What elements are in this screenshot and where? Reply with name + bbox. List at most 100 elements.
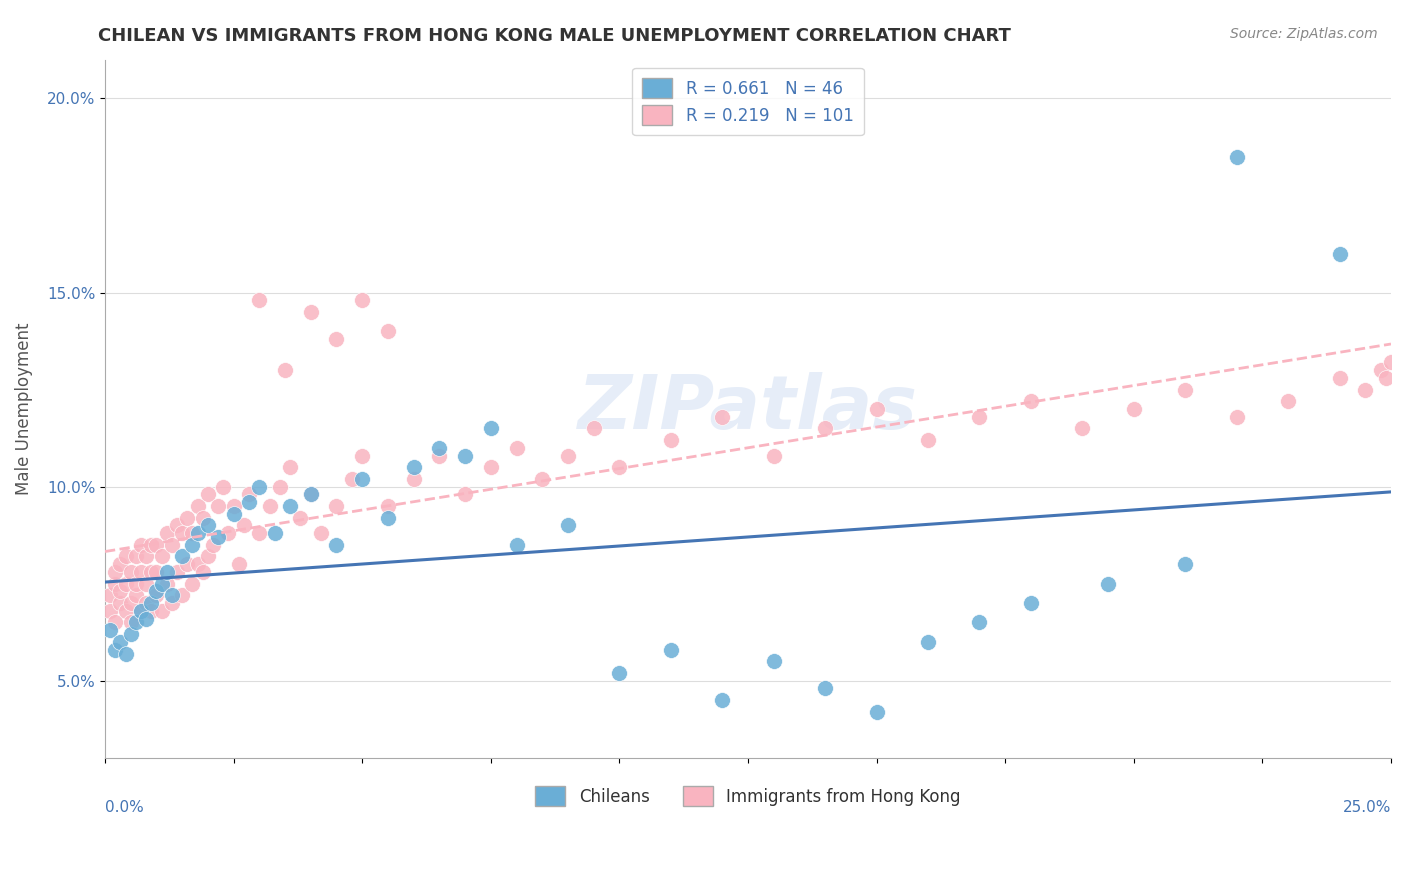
Point	[505, 441, 527, 455]
Point	[1174, 558, 1197, 572]
Point	[299, 305, 322, 319]
Point	[969, 409, 991, 424]
Point	[217, 526, 239, 541]
Point	[110, 584, 132, 599]
Point	[762, 449, 785, 463]
Point	[1354, 383, 1376, 397]
Point	[557, 518, 579, 533]
Point	[114, 604, 136, 618]
Point	[181, 538, 204, 552]
Y-axis label: Male Unemployment: Male Unemployment	[15, 323, 32, 495]
Point	[814, 421, 837, 435]
Point	[110, 596, 132, 610]
Point	[156, 526, 179, 541]
Point	[1019, 394, 1042, 409]
Point	[187, 558, 209, 572]
Point	[402, 472, 425, 486]
Point	[1329, 371, 1351, 385]
Point	[325, 499, 347, 513]
Point	[582, 421, 605, 435]
Point	[120, 565, 142, 579]
Point	[222, 499, 245, 513]
Point	[454, 487, 477, 501]
Point	[110, 558, 132, 572]
Point	[917, 433, 939, 447]
Point	[247, 526, 270, 541]
Point	[247, 293, 270, 308]
Point	[135, 611, 157, 625]
Legend: Chileans, Immigrants from Hong Kong: Chileans, Immigrants from Hong Kong	[529, 780, 967, 813]
Point	[222, 507, 245, 521]
Point	[98, 604, 121, 618]
Point	[865, 705, 887, 719]
Point	[125, 588, 148, 602]
Point	[145, 538, 167, 552]
Point	[114, 549, 136, 564]
Point	[1226, 150, 1249, 164]
Point	[299, 487, 322, 501]
Point	[172, 549, 194, 564]
Point	[711, 409, 734, 424]
Point	[609, 665, 631, 680]
Point	[141, 565, 163, 579]
Point	[141, 596, 163, 610]
Point	[125, 549, 148, 564]
Point	[711, 693, 734, 707]
Text: 0.0%: 0.0%	[105, 800, 143, 815]
Point	[176, 558, 198, 572]
Point	[247, 480, 270, 494]
Point	[120, 627, 142, 641]
Point	[104, 576, 127, 591]
Point	[98, 588, 121, 602]
Point	[1122, 401, 1144, 416]
Point	[207, 530, 229, 544]
Point	[212, 480, 235, 494]
Point	[125, 576, 148, 591]
Point	[299, 487, 322, 501]
Point	[865, 401, 887, 416]
Point	[325, 538, 347, 552]
Point	[129, 538, 152, 552]
Point	[197, 549, 219, 564]
Point	[402, 460, 425, 475]
Point	[197, 518, 219, 533]
Point	[150, 549, 173, 564]
Point	[98, 624, 121, 638]
Point	[814, 681, 837, 696]
Point	[135, 576, 157, 591]
Point	[278, 460, 301, 475]
Point	[114, 576, 136, 591]
Point	[135, 596, 157, 610]
Point	[274, 363, 297, 377]
Point	[125, 615, 148, 630]
Point	[129, 565, 152, 579]
Point	[269, 480, 291, 494]
Point	[259, 499, 281, 513]
Point	[427, 449, 450, 463]
Point	[135, 549, 157, 564]
Point	[278, 499, 301, 513]
Text: CHILEAN VS IMMIGRANTS FROM HONG KONG MALE UNEMPLOYMENT CORRELATION CHART: CHILEAN VS IMMIGRANTS FROM HONG KONG MAL…	[98, 27, 1011, 45]
Point	[762, 654, 785, 668]
Point	[207, 499, 229, 513]
Point	[238, 487, 260, 501]
Point	[1369, 363, 1392, 377]
Point	[917, 635, 939, 649]
Point	[969, 615, 991, 630]
Point	[377, 499, 399, 513]
Point	[1071, 421, 1094, 435]
Point	[176, 510, 198, 524]
Point	[454, 449, 477, 463]
Point	[181, 526, 204, 541]
Point	[659, 642, 682, 657]
Point	[352, 293, 374, 308]
Point	[141, 604, 163, 618]
Point	[145, 588, 167, 602]
Point	[531, 472, 554, 486]
Text: 25.0%: 25.0%	[1343, 800, 1391, 815]
Point	[191, 510, 214, 524]
Point	[377, 510, 399, 524]
Point	[172, 588, 194, 602]
Point	[1277, 394, 1299, 409]
Point	[505, 538, 527, 552]
